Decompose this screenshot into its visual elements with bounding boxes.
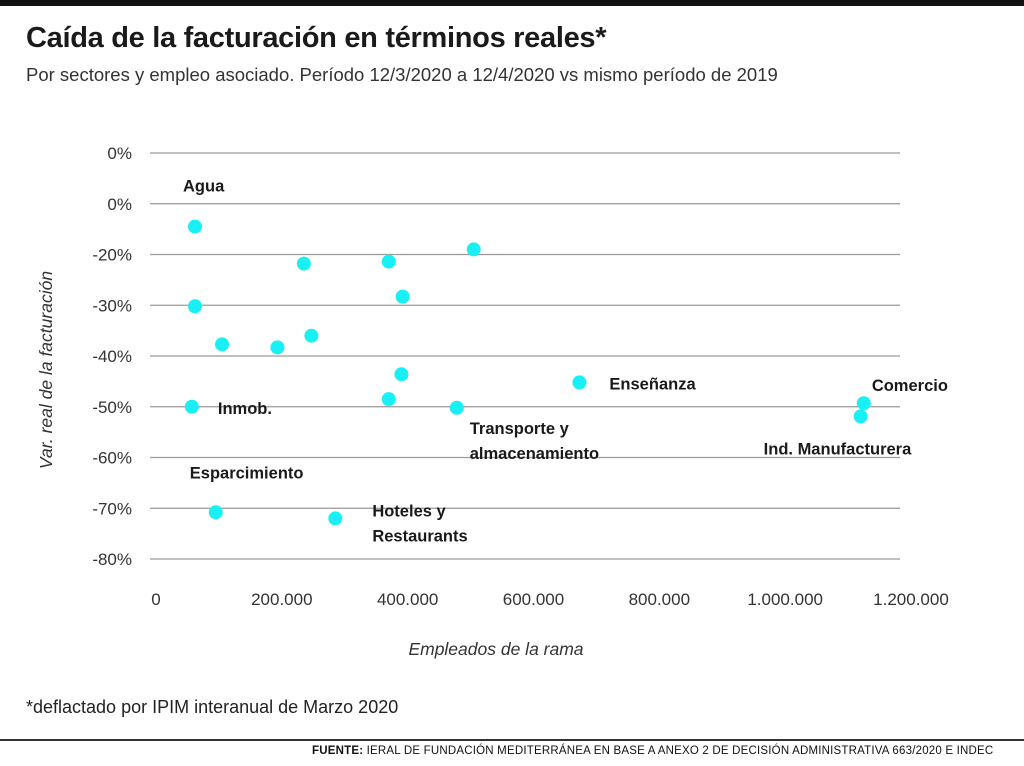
data-point (395, 289, 410, 304)
x-tick-label: 0 (151, 590, 160, 609)
data-point (208, 505, 223, 520)
point-label: Inmob. (218, 400, 272, 418)
x-tick-label: 400.000 (377, 590, 438, 609)
y-tick-labels: 0% 0% -20% -30% -40% -50% -60% -70% -80% (92, 144, 132, 569)
y-axis-title: Var. real de la facturación (36, 271, 56, 469)
source-text: IERAL DE FUNDACIÓN MEDITERRÁNEA EN BASE … (366, 745, 994, 757)
data-point (449, 400, 464, 415)
data-point (328, 511, 343, 526)
x-tick-label: 800.000 (629, 590, 690, 609)
scatter-chart: 0% 0% -20% -30% -40% -50% -60% -70% -80% 0 200.00… (36, 144, 949, 659)
data-point (853, 409, 868, 424)
x-tick-label: 1.200.000 (873, 590, 949, 609)
x-tick-label: 200.000 (251, 590, 312, 609)
chart-subtitle: Por sectores y empleo asociado. Período … (26, 64, 778, 85)
y-tick-label: 0% (107, 195, 132, 214)
point-label: Hoteles y Restaurants (372, 502, 467, 545)
top-rule (0, 0, 1024, 6)
point-label: Enseñanza (609, 375, 696, 393)
data-point (296, 256, 311, 271)
point-label: Transporte y almacenamiento (470, 420, 599, 463)
y-tick-label: -60% (92, 449, 132, 468)
y-tick-label: -70% (92, 499, 132, 518)
y-tick-label: 0% (107, 144, 132, 163)
data-point (188, 219, 203, 234)
point-label: Agua (183, 178, 225, 196)
data-point (381, 392, 396, 407)
y-tick-label: -20% (92, 246, 132, 265)
data-point (381, 254, 396, 269)
x-tick-labels: 0 200.000 400.000 600.000 800.000 1.000.000 1.… (151, 590, 949, 609)
data-point (856, 396, 871, 411)
data-point (270, 340, 285, 355)
data-point (184, 399, 199, 414)
point-label: Esparcimiento (190, 464, 304, 482)
x-tick-label: 600.000 (503, 590, 564, 609)
x-axis-title: Empleados de la rama (408, 639, 583, 659)
source-line: FUENTE: IERAL DE FUNDACIÓN MEDITERRÁNEA … (312, 745, 993, 757)
data-point (572, 375, 587, 390)
source-prefix: FUENTE: (312, 745, 364, 757)
chart-title: Caída de la facturación en términos real… (26, 22, 607, 54)
y-tick-label: -40% (92, 347, 132, 366)
data-points (184, 219, 871, 526)
grid-layer (150, 152, 900, 560)
data-point (304, 328, 319, 343)
data-point (215, 337, 230, 352)
data-point (466, 242, 481, 257)
y-tick-label: -30% (92, 296, 132, 315)
data-point (188, 299, 203, 314)
point-label: Comercio (872, 377, 948, 395)
x-tick-label: 1.000.000 (747, 590, 823, 609)
y-tick-label: -80% (92, 550, 132, 569)
footnote: *deflactado por IPIM interanual de Marzo… (26, 697, 399, 717)
point-label: Ind. Manufacturera (764, 440, 912, 458)
y-tick-label: -50% (92, 398, 132, 417)
bottom-rule (0, 739, 1024, 741)
point-labels: Agua Inmob. Esparcimiento Hoteles y Restaura… (183, 178, 948, 546)
data-point (394, 367, 409, 382)
